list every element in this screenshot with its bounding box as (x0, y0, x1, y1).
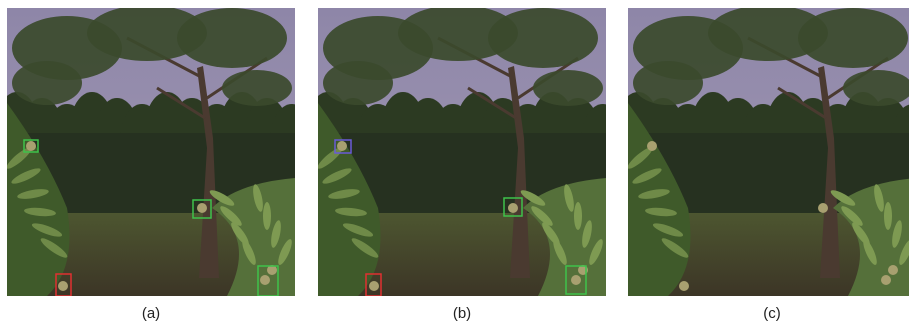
mango (197, 203, 207, 213)
photo (306, 5, 625, 296)
leaf (884, 202, 892, 230)
mango (369, 281, 379, 291)
canopy (177, 8, 287, 68)
mango (818, 203, 828, 213)
panel-caption: (c) (763, 305, 781, 322)
canopy (12, 61, 82, 105)
mango (337, 141, 347, 151)
photo-panel (306, 5, 625, 296)
canopy (222, 70, 292, 106)
canopy (488, 8, 598, 68)
canopy (798, 8, 908, 68)
figure: (a) (b) (c) (0, 0, 909, 324)
leaf (574, 202, 582, 230)
mango (58, 281, 68, 291)
panel-caption: (b) (453, 305, 471, 322)
leaf (263, 202, 271, 230)
photo-panel (616, 5, 909, 296)
photo-panel (0, 5, 314, 296)
mango (888, 265, 898, 275)
mango (679, 281, 689, 291)
canopy (533, 70, 603, 106)
photo (616, 5, 909, 296)
canopy (323, 61, 393, 105)
mango (881, 275, 891, 285)
mango (647, 141, 657, 151)
canopy (633, 61, 703, 105)
panel-caption: (a) (142, 305, 160, 322)
mango (508, 203, 518, 213)
photo (0, 5, 314, 296)
mango (26, 141, 36, 151)
mango (571, 275, 581, 285)
mango (260, 275, 270, 285)
